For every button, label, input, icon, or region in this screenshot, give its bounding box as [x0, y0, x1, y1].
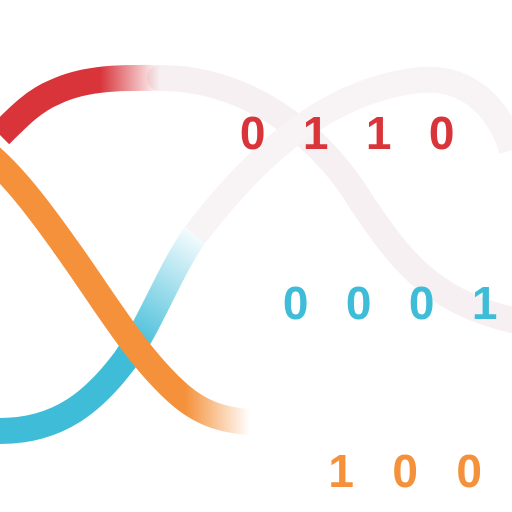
bit-digit: 0 — [437, 448, 501, 494]
bit-digit: 0 — [264, 280, 327, 326]
red-curve — [0, 78, 160, 135]
bit-digit: 1 — [309, 448, 373, 494]
bit-digit: 0 — [501, 448, 512, 494]
bit-digit: 0 — [221, 110, 284, 156]
blue-curve — [0, 235, 195, 431]
bit-digit: 0 — [410, 110, 473, 156]
bit-digit: 0 — [390, 280, 453, 326]
bit-digit: 1 — [347, 110, 410, 156]
bit-digit: 0 — [327, 280, 390, 326]
bit-digit: 0 — [373, 448, 437, 494]
bit-digit: 1 — [453, 280, 512, 326]
bit-digit: 1 — [284, 110, 347, 156]
